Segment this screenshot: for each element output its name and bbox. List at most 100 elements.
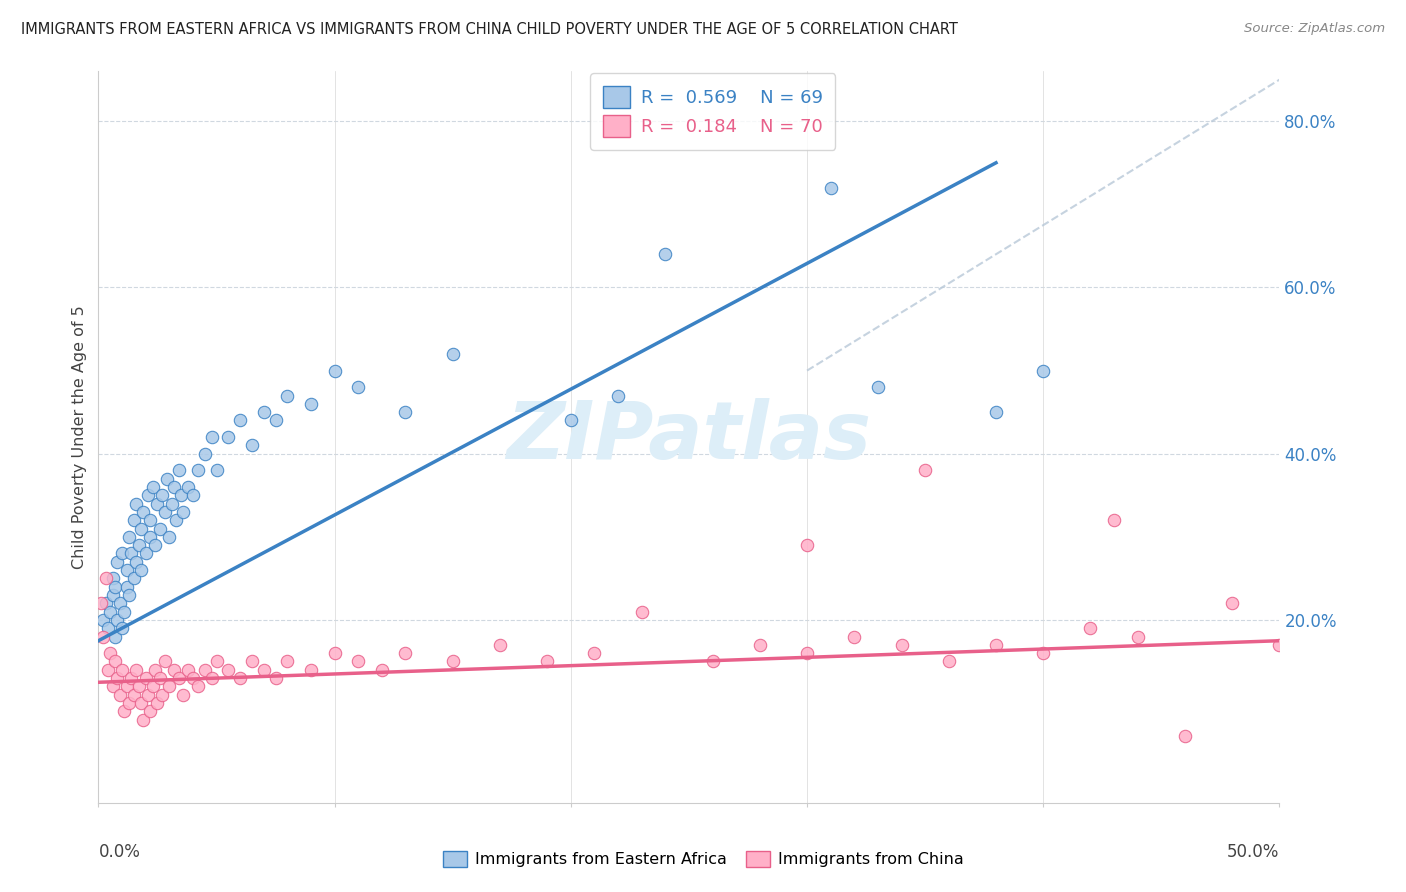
Point: [132, 505, 155, 519]
Legend: R =  0.569    N = 69, R =  0.184    N = 70: R = 0.569 N = 69, R = 0.184 N = 70: [591, 73, 835, 150]
Point: [796, 538, 818, 552]
Point: [104, 580, 127, 594]
Point: [441, 655, 464, 669]
Point: [142, 680, 165, 694]
Point: [201, 430, 224, 444]
Point: [122, 571, 145, 585]
Point: [143, 538, 166, 552]
Point: [125, 663, 148, 677]
Point: [276, 388, 298, 402]
Point: [394, 646, 416, 660]
Point: [165, 513, 187, 527]
Point: [181, 488, 204, 502]
Point: [136, 488, 159, 502]
Point: [156, 472, 179, 486]
Point: [121, 546, 143, 560]
Point: [128, 538, 150, 552]
Point: [984, 405, 1007, 419]
Point: [142, 480, 165, 494]
Point: [938, 655, 960, 669]
Point: [125, 497, 148, 511]
Point: [914, 463, 936, 477]
Point: [143, 663, 166, 677]
Point: [115, 563, 138, 577]
Point: [167, 463, 190, 477]
Point: [371, 663, 394, 677]
Point: [890, 638, 912, 652]
Point: [984, 638, 1007, 652]
Point: [101, 571, 124, 585]
Point: [796, 646, 818, 660]
Point: [1032, 363, 1054, 377]
Point: [139, 530, 162, 544]
Point: [135, 546, 157, 560]
Point: [347, 655, 370, 669]
Point: [128, 680, 150, 694]
Point: [115, 580, 138, 594]
Point: [630, 605, 652, 619]
Point: [205, 655, 228, 669]
Point: [205, 463, 228, 477]
Point: [217, 663, 239, 677]
Point: [217, 430, 239, 444]
Text: 50.0%: 50.0%: [1227, 843, 1279, 861]
Point: [111, 546, 134, 560]
Point: [253, 405, 276, 419]
Point: [115, 680, 138, 694]
Point: [1102, 513, 1125, 527]
Point: [1268, 638, 1291, 652]
Point: [111, 663, 134, 677]
Legend: Immigrants from Eastern Africa, Immigrants from China: Immigrants from Eastern Africa, Immigran…: [434, 843, 972, 875]
Point: [229, 671, 252, 685]
Point: [153, 505, 176, 519]
Point: [122, 513, 145, 527]
Point: [91, 630, 114, 644]
Point: [167, 671, 190, 685]
Point: [97, 663, 120, 677]
Point: [187, 680, 209, 694]
Point: [1220, 596, 1243, 610]
Point: [129, 521, 152, 535]
Point: [253, 663, 276, 677]
Point: [163, 480, 186, 494]
Point: [91, 613, 114, 627]
Point: [97, 621, 120, 635]
Point: [264, 413, 287, 427]
Point: [149, 521, 172, 535]
Point: [702, 655, 724, 669]
Point: [560, 413, 582, 427]
Point: [105, 671, 128, 685]
Point: [607, 388, 630, 402]
Point: [240, 438, 263, 452]
Point: [101, 588, 124, 602]
Point: [121, 671, 143, 685]
Point: [90, 596, 112, 610]
Point: [441, 347, 464, 361]
Point: [844, 630, 866, 644]
Point: [104, 630, 127, 644]
Point: [129, 696, 152, 710]
Point: [583, 646, 606, 660]
Point: [276, 655, 298, 669]
Point: [132, 713, 155, 727]
Point: [118, 696, 141, 710]
Point: [108, 688, 131, 702]
Point: [104, 655, 127, 669]
Point: [108, 596, 131, 610]
Point: [536, 655, 558, 669]
Point: [98, 605, 121, 619]
Point: [347, 380, 370, 394]
Point: [240, 655, 263, 669]
Point: [112, 605, 135, 619]
Point: [150, 688, 173, 702]
Point: [264, 671, 287, 685]
Point: [1080, 621, 1102, 635]
Point: [866, 380, 889, 394]
Point: [163, 663, 186, 677]
Point: [170, 488, 193, 502]
Point: [1032, 646, 1054, 660]
Point: [177, 480, 200, 494]
Point: [181, 671, 204, 685]
Point: [201, 671, 224, 685]
Point: [323, 646, 346, 660]
